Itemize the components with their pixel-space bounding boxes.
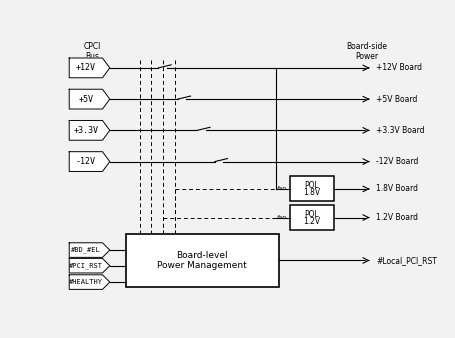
Text: #HEALTHY: #HEALTHY xyxy=(69,279,103,285)
Bar xyxy=(290,176,334,201)
Text: 1.8V Board: 1.8V Board xyxy=(376,185,418,193)
Polygon shape xyxy=(69,120,110,140)
Text: +5V Board: +5V Board xyxy=(376,95,417,104)
Bar xyxy=(126,235,279,287)
Text: fan: fan xyxy=(277,187,287,191)
Text: 1.8V: 1.8V xyxy=(303,188,320,197)
Bar xyxy=(290,205,334,230)
Text: -12V Board: -12V Board xyxy=(376,157,419,166)
Text: +12V Board: +12V Board xyxy=(376,64,422,72)
Text: #Local_PCI_RST: #Local_PCI_RST xyxy=(376,256,437,265)
Polygon shape xyxy=(69,89,110,109)
Text: Board-side
Power: Board-side Power xyxy=(347,42,388,61)
Polygon shape xyxy=(69,58,110,78)
Text: -12V: -12V xyxy=(76,157,96,166)
Text: +3.3V: +3.3V xyxy=(73,126,98,135)
Text: #PCI_RST: #PCI_RST xyxy=(69,262,103,269)
Text: fan: fan xyxy=(277,215,287,220)
Polygon shape xyxy=(69,258,110,273)
Text: +12V: +12V xyxy=(76,64,96,72)
Text: CPCI
Bus: CPCI Bus xyxy=(83,42,101,61)
Polygon shape xyxy=(69,243,110,257)
Text: POL: POL xyxy=(304,210,319,219)
Text: 1.2V: 1.2V xyxy=(303,217,320,226)
Text: Board-level
Power Management: Board-level Power Management xyxy=(157,251,247,270)
Polygon shape xyxy=(69,152,110,171)
Text: +3.3V Board: +3.3V Board xyxy=(376,126,425,135)
Text: #BD_#EL: #BD_#EL xyxy=(71,247,101,254)
Polygon shape xyxy=(69,275,110,289)
Text: 1.2V Board: 1.2V Board xyxy=(376,213,418,222)
Text: POL: POL xyxy=(304,181,319,190)
Text: +5V: +5V xyxy=(78,95,93,104)
